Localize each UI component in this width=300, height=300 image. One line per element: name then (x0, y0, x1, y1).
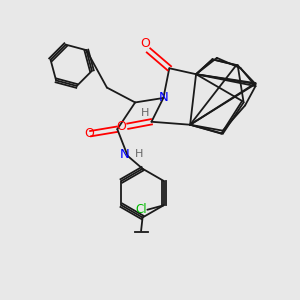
Text: N: N (158, 92, 168, 104)
Text: O: O (84, 127, 94, 140)
Text: Cl: Cl (135, 203, 147, 216)
Text: H: H (141, 108, 150, 118)
Text: N: N (119, 148, 129, 161)
Text: O: O (140, 38, 150, 50)
Text: O: O (116, 120, 126, 133)
Text: H: H (135, 149, 143, 160)
